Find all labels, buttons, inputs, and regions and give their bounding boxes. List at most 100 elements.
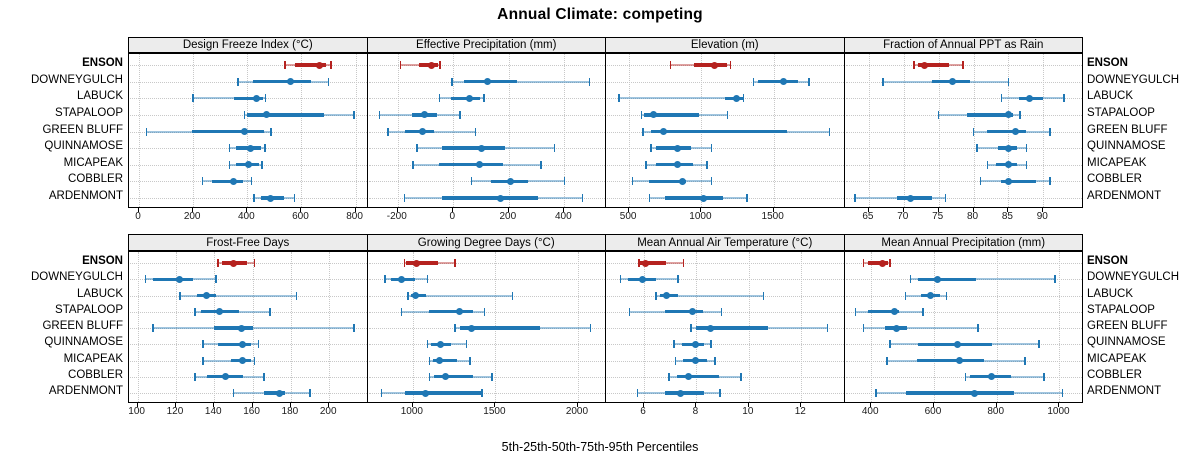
grid-line-horizontal — [845, 131, 1082, 133]
interquartile-bar-25th-75th — [404, 391, 481, 395]
site-label-right: ENSON — [1087, 57, 1128, 69]
grid-line-horizontal — [607, 198, 844, 199]
site-label-left: MICAPEAK — [63, 156, 123, 169]
whisker-cap — [465, 340, 468, 349]
whisker-cap — [826, 324, 829, 332]
axis-tick — [995, 403, 997, 407]
panel-plot — [366, 53, 606, 208]
site-label-right: COBBLER — [1087, 368, 1142, 381]
whisker-cap — [439, 61, 441, 69]
panel-strip-title: Mean Annual Air Temperature (°C) — [605, 234, 845, 251]
grid-line-horizontal — [368, 65, 605, 66]
panel-plot — [843, 251, 1083, 403]
whisker-cap — [720, 307, 723, 316]
whisker-cap — [237, 77, 239, 86]
median-dot — [241, 128, 249, 135]
whisker-cap — [253, 259, 256, 267]
grid-line-horizontal — [845, 114, 1082, 116]
axis-tick-label: 0 — [449, 211, 456, 222]
median-dot — [971, 389, 979, 397]
grid-line-vertical — [290, 252, 292, 402]
axis-tick-label: 180 — [281, 406, 299, 417]
whisker-cap — [889, 340, 891, 349]
interquartile-bar-25th-75th — [664, 391, 705, 395]
interquartile-bar-25th-75th — [442, 146, 505, 150]
whisker-cap — [1038, 340, 1040, 349]
whisker-cap — [746, 194, 748, 202]
median-dot — [707, 324, 715, 332]
site-label-right: QUINNAMOSE — [1087, 140, 1166, 153]
median-dot — [496, 194, 504, 202]
axis-tick-label: 1500 — [483, 406, 506, 417]
whisker-cap — [909, 275, 912, 284]
whisker-cap — [257, 340, 260, 349]
median-dot — [420, 111, 428, 119]
grid-line-vertical — [252, 252, 254, 402]
grid-line-vertical — [1059, 252, 1061, 402]
panel-strip-title: Frost-Free Days — [128, 234, 368, 251]
whisker-cap — [710, 144, 713, 153]
median-dot — [252, 94, 260, 102]
percentiles-caption: 5th-25th-50th-75th-95th Percentiles — [501, 440, 699, 454]
whisker-cap — [1000, 94, 1003, 103]
median-dot — [674, 161, 682, 169]
whisker-cap — [387, 127, 389, 136]
grid-line-vertical — [453, 54, 455, 207]
whisker-range-5th-95th — [202, 359, 255, 362]
whisker-cap — [986, 160, 989, 169]
median-dot — [662, 292, 670, 299]
whisker-cap — [264, 144, 266, 153]
grid-line-vertical — [564, 54, 566, 207]
median-dot — [435, 357, 443, 364]
axis-tick — [870, 403, 872, 407]
median-dot — [467, 324, 475, 332]
whisker-cap — [854, 194, 856, 202]
whisker-cap — [179, 291, 181, 300]
grid-line-horizontal — [845, 148, 1082, 150]
axis-tick — [411, 403, 413, 407]
interquartile-bar-25th-75th — [214, 326, 253, 330]
site-label-right: LABUCK — [1087, 287, 1134, 300]
grid-line-horizontal — [845, 198, 1082, 199]
axis-tick — [192, 208, 194, 212]
whisker-cap — [194, 372, 196, 381]
axis-tick — [174, 403, 176, 407]
median-dot — [441, 373, 449, 381]
panel-strip-title: Growing Degree Days (°C) — [366, 234, 606, 251]
axis-tick — [576, 403, 578, 407]
interquartile-bar-25th-75th — [676, 375, 719, 379]
grid-line-horizontal — [368, 279, 605, 281]
median-dot — [733, 94, 741, 102]
grid-line-vertical — [938, 54, 940, 207]
median-dot — [1004, 111, 1012, 119]
grid-line-horizontal — [607, 295, 844, 297]
whisker-cap — [669, 61, 672, 69]
axis-tick-label: 200 — [319, 406, 337, 417]
panel-strip-title: Mean Annual Precipitation (mm) — [843, 234, 1083, 251]
grid-line-vertical — [137, 252, 139, 402]
grid-line-horizontal — [368, 311, 605, 313]
site-label-right: DOWNEYGULCH — [1087, 73, 1180, 86]
interquartile-bar-25th-75th — [459, 326, 540, 330]
axis-tick — [772, 208, 774, 212]
whisker-cap — [714, 356, 716, 365]
axis-tick — [213, 403, 215, 407]
axis-tick-label: 200 — [183, 211, 201, 222]
median-dot — [477, 144, 485, 152]
grid-line-horizontal — [607, 81, 844, 83]
whisker-range-5th-95th — [619, 97, 744, 100]
grid-line-horizontal — [607, 376, 844, 378]
grid-line-horizontal — [607, 344, 844, 346]
site-label-left: STAPALOOP — [55, 106, 123, 119]
whisker-cap — [976, 144, 978, 153]
site-label-right: STAPALOOP — [1087, 106, 1155, 119]
median-dot — [677, 389, 685, 397]
site-label-right: GREEN BLUFF — [1087, 123, 1168, 136]
axis-tick — [937, 208, 939, 212]
median-dot — [267, 194, 275, 202]
whisker-cap — [194, 307, 196, 316]
median-dot — [927, 292, 935, 299]
site-label-right: GREEN BLUFF — [1087, 320, 1168, 332]
axis-tick — [328, 403, 330, 407]
